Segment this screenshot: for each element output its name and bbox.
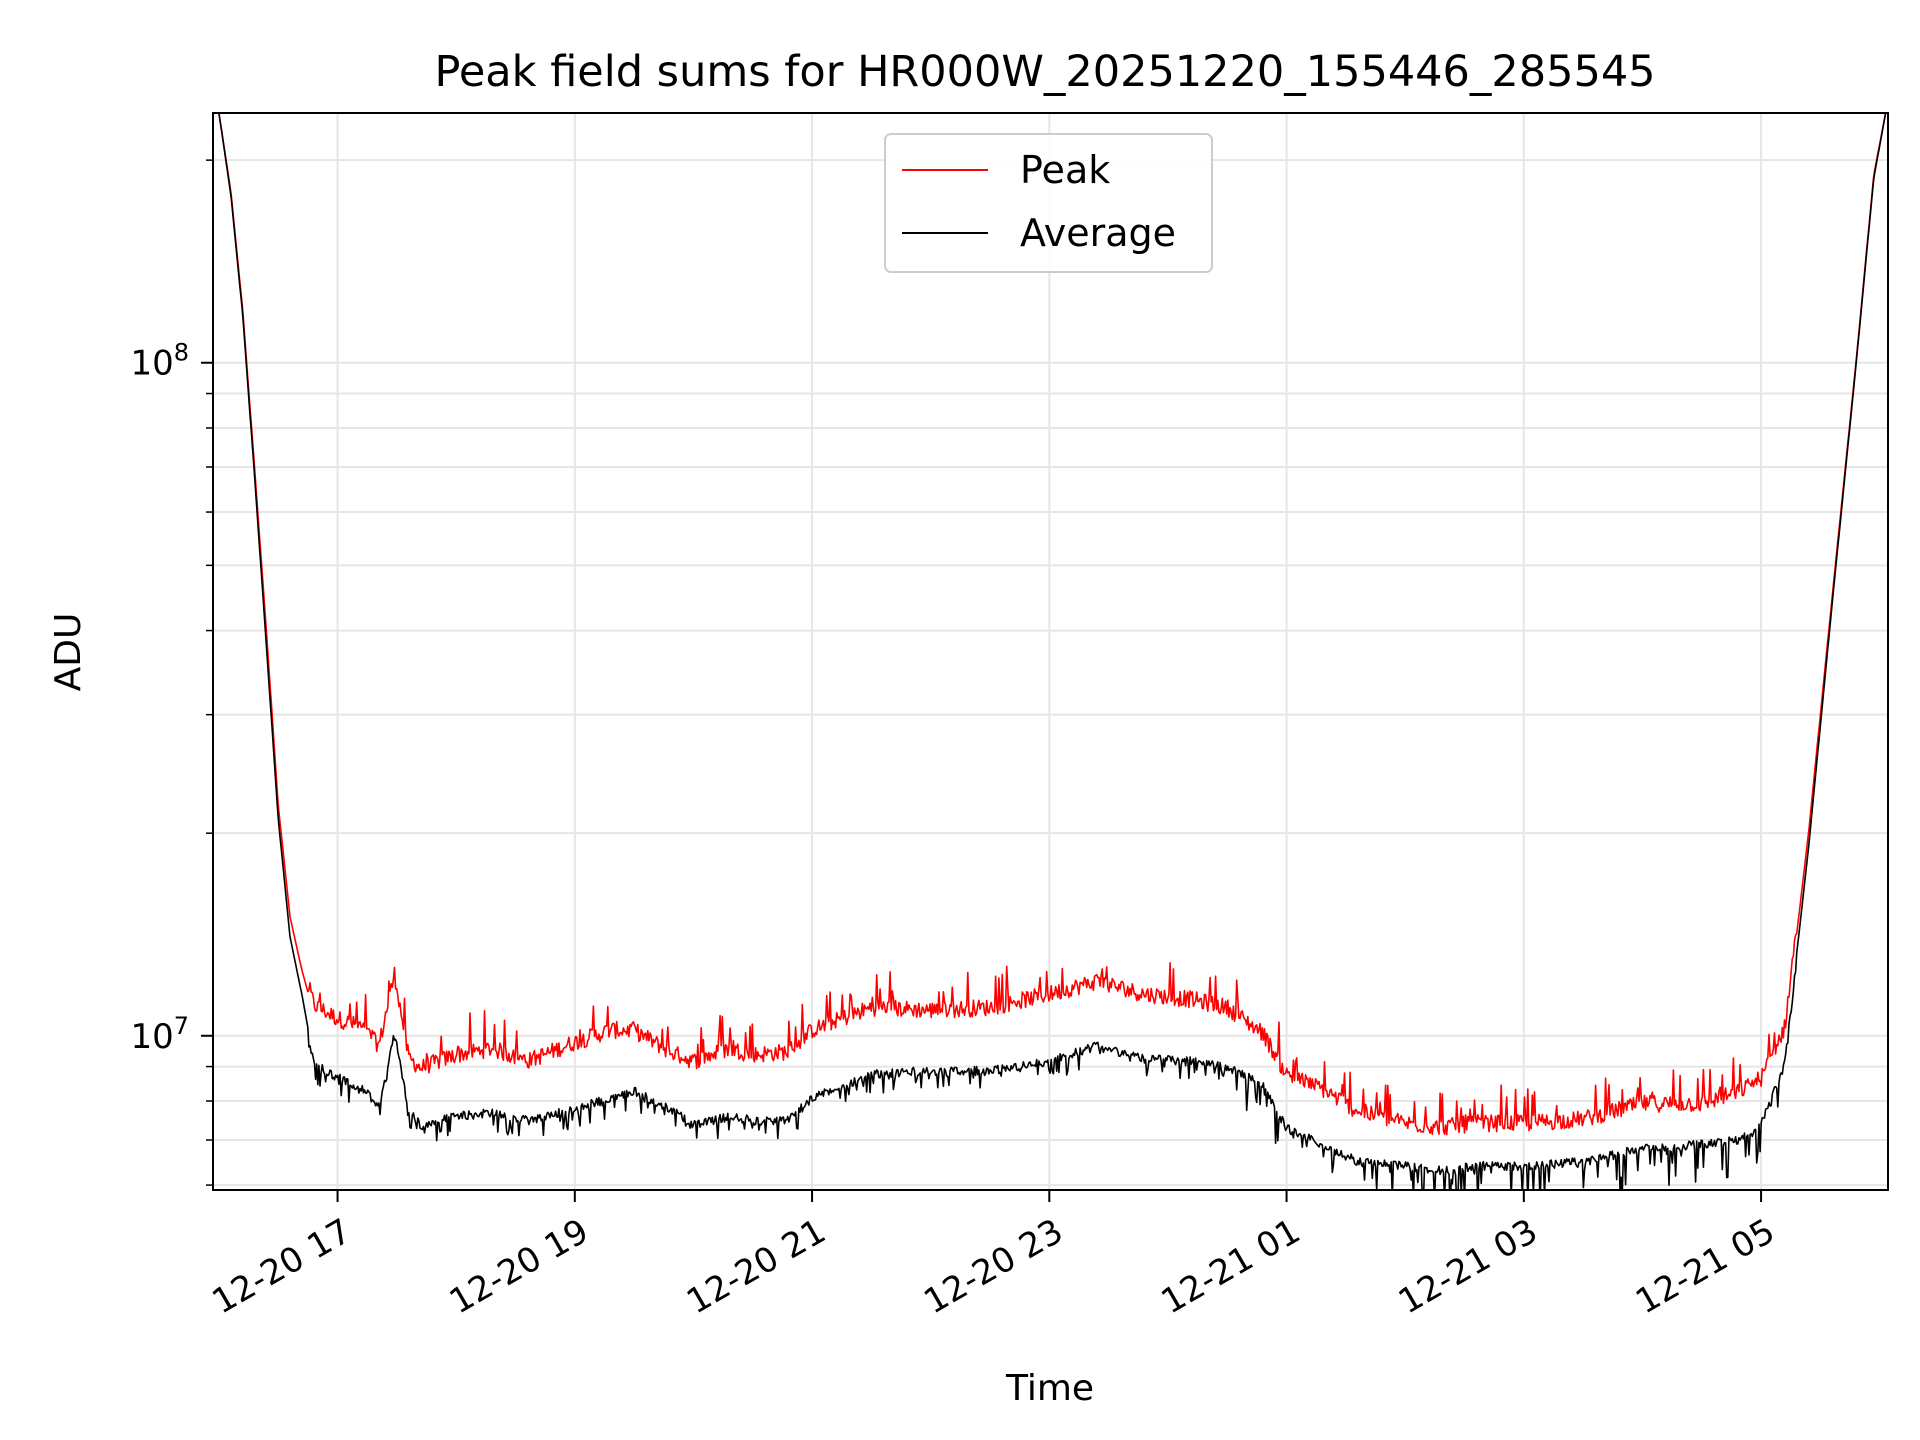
legend: Peak Average: [884, 133, 1213, 273]
x-axis-label: Time: [1005, 1368, 1094, 1409]
y-tick-label: 108: [130, 339, 189, 384]
legend-label-average: Average: [1020, 211, 1176, 255]
chart-title: Peak field sums for HR000W_20251220_1554…: [434, 47, 1655, 97]
series-line-peak: [218, 113, 1887, 1136]
legend-box: [884, 133, 1213, 273]
y-tick-label: 107: [130, 1012, 189, 1057]
plot-frame: [212, 112, 1889, 1191]
grid: [213, 113, 1888, 1190]
y-axis-label: ADU: [48, 613, 89, 692]
legend-label-peak: Peak: [1020, 148, 1110, 192]
series-line-average: [218, 113, 1887, 1190]
plot-area: [218, 113, 1887, 1190]
